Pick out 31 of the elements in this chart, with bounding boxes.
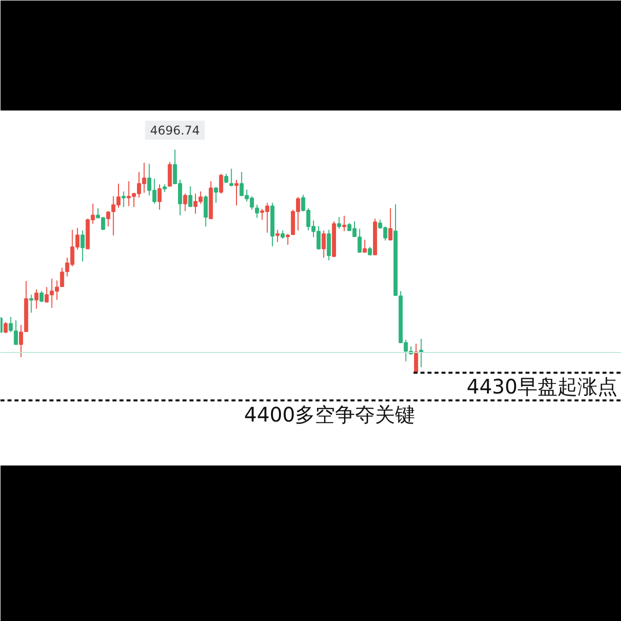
candlestick [254,204,260,218]
candlestick [219,173,224,194]
candlestick [183,193,188,212]
ref-line-label: 4400多空争夺关键 [244,402,416,426]
candlestick [4,322,8,334]
candlestick [276,229,280,243]
candlestick [326,229,331,261]
candlestick [204,194,208,227]
candlestick [229,168,234,187]
candlestick [414,343,418,374]
candlestick [122,190,126,208]
candlestick [342,215,346,232]
candlestick [158,184,162,210]
candlestick [18,324,24,358]
candlestick [337,216,342,230]
candlestick [60,267,64,288]
candlestick [234,179,239,206]
candlestick [286,233,290,246]
candlestick [362,239,367,254]
candlestick [168,162,172,187]
ref-line-label: 4430早盘起涨点 [466,374,618,399]
annotation: 4696.74 [150,124,200,138]
candlestick [80,230,85,262]
candlestick [388,208,392,242]
candlestick [40,290,44,303]
candlestick [224,173,228,184]
candlestick [29,294,34,314]
candlestick [214,186,218,204]
candlestick [188,186,192,208]
candlestick [34,288,38,310]
candlestick [322,230,326,258]
